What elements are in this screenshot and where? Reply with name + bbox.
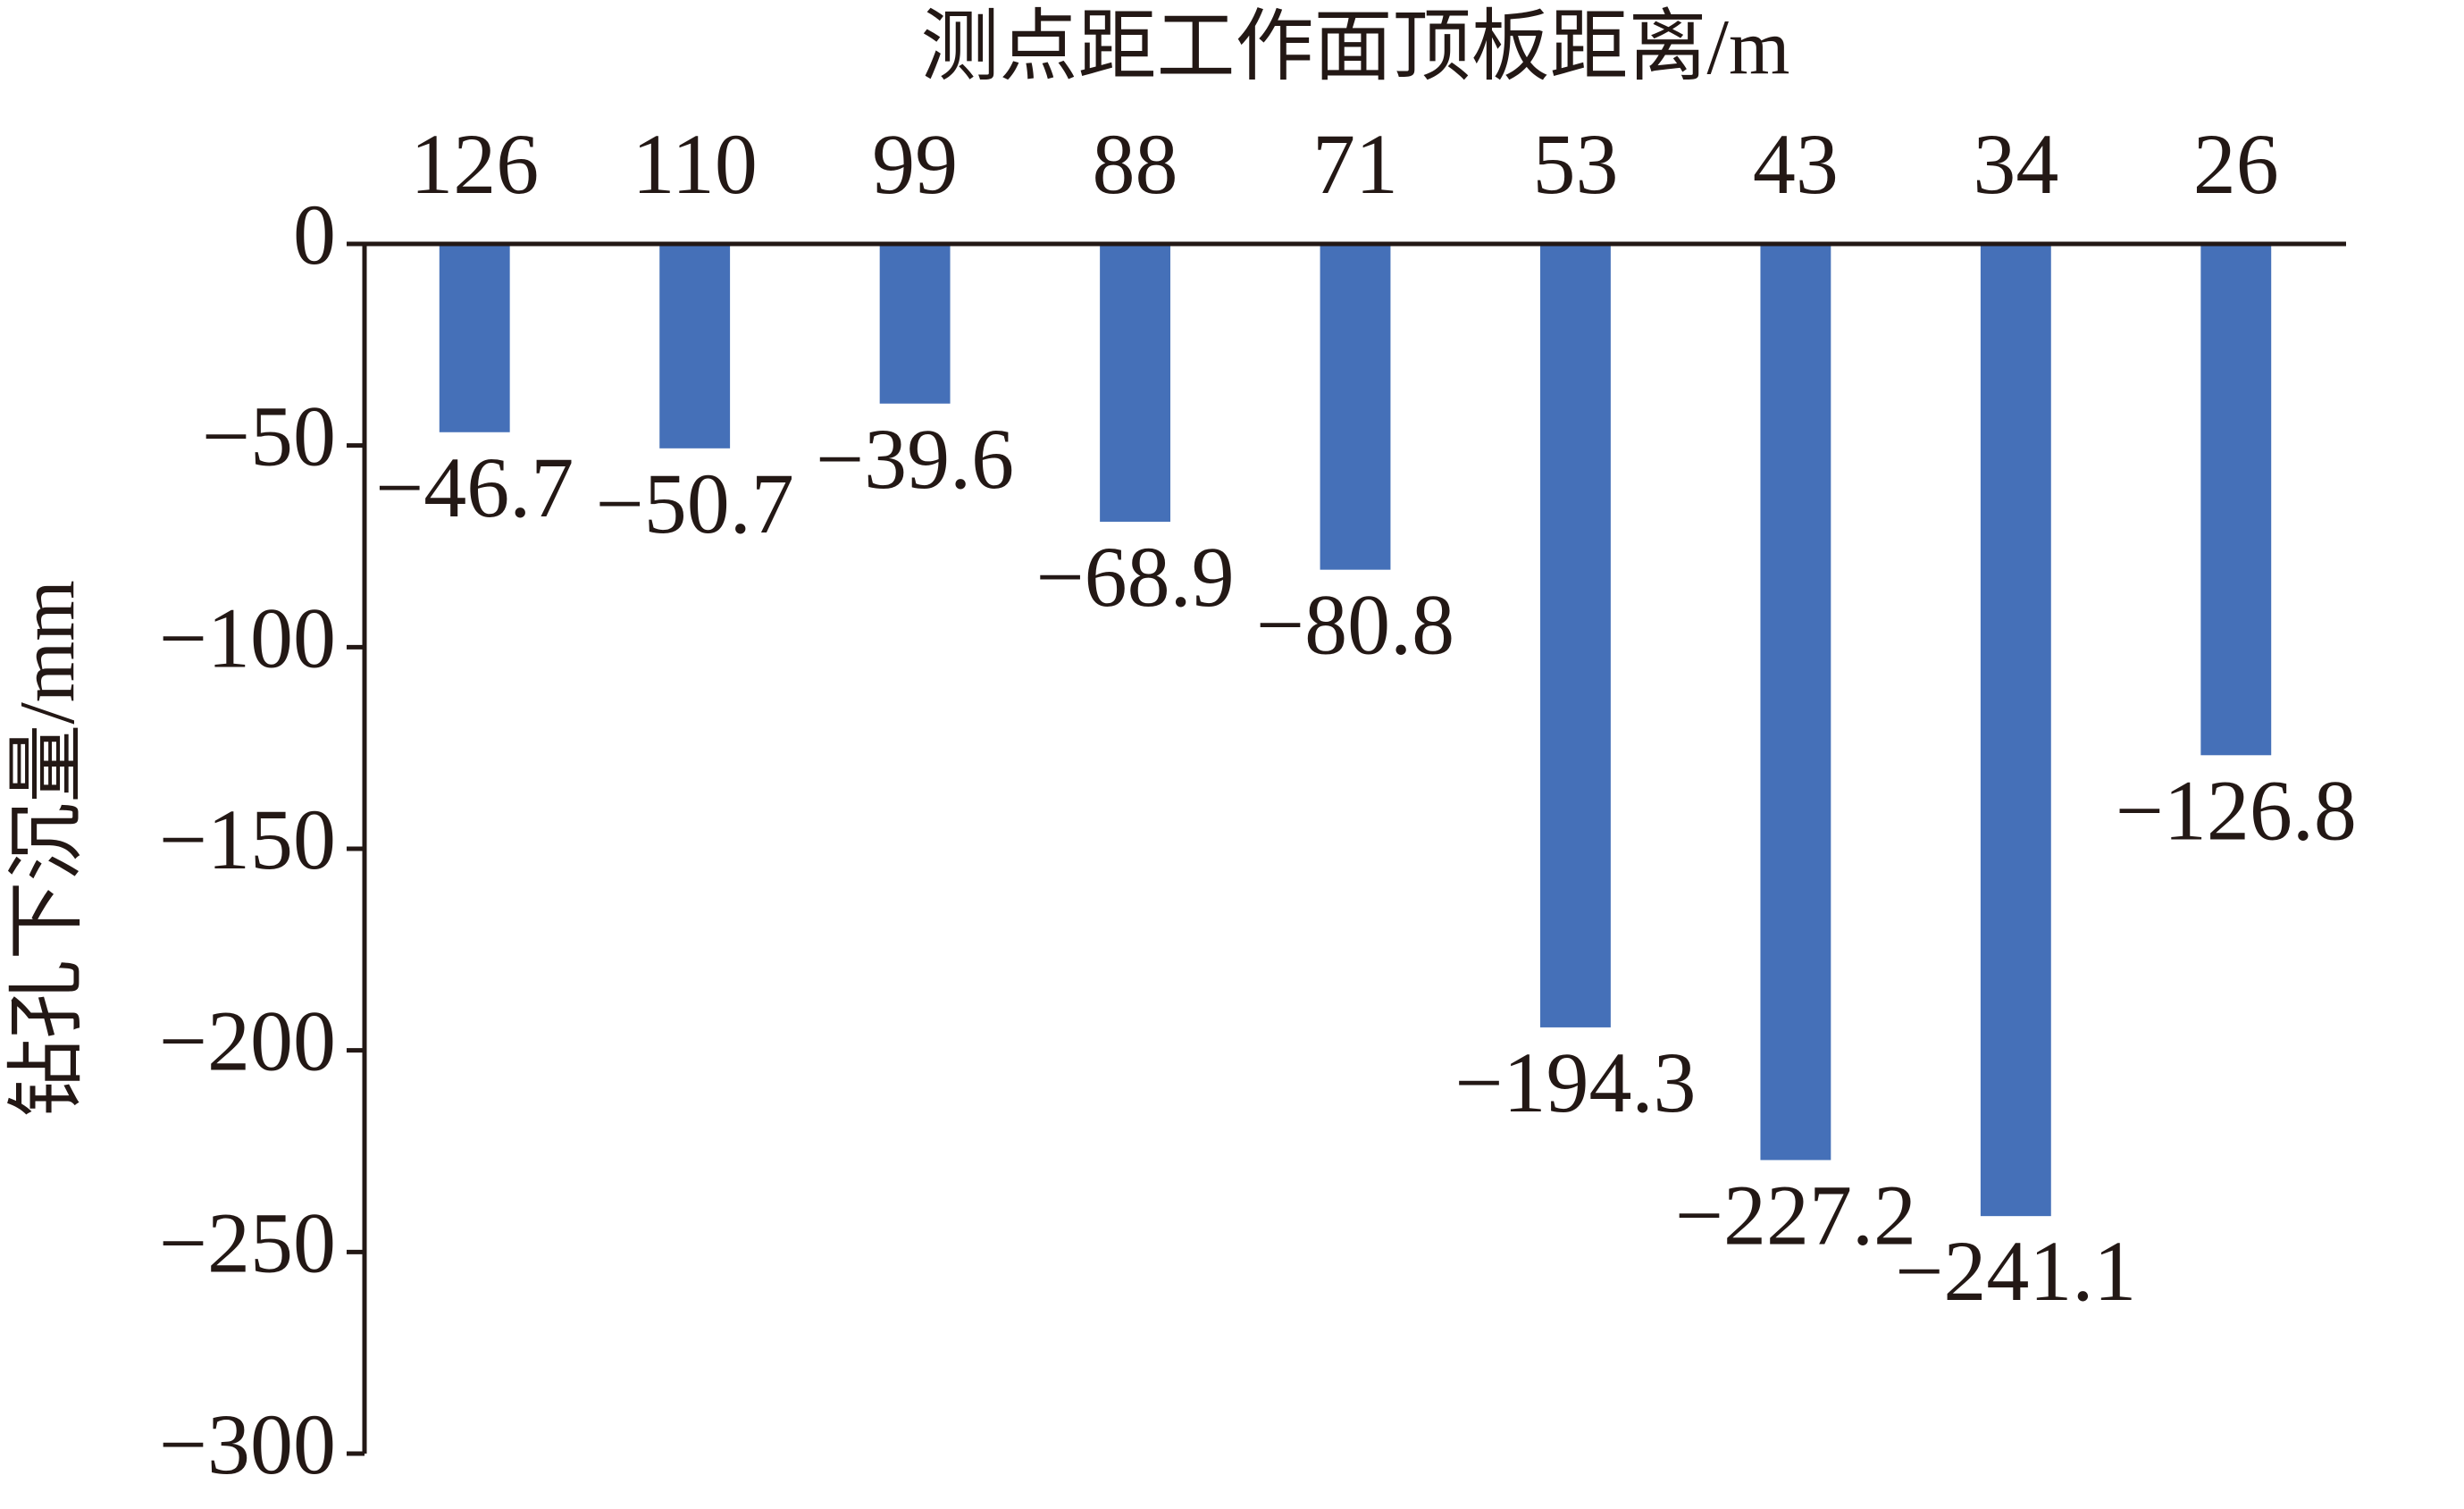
- bar: [659, 244, 731, 449]
- bar: [1540, 244, 1611, 1027]
- x-tick-label: 126: [410, 116, 539, 212]
- y-tick-label: −50: [202, 389, 336, 484]
- y-tick-label: −250: [159, 1195, 336, 1290]
- x-tick-label: 34: [1973, 116, 2058, 212]
- y-tick-label: −200: [159, 993, 336, 1089]
- bar: [1980, 244, 2051, 1217]
- bar: [2200, 244, 2272, 756]
- value-label: −227.2: [1675, 1167, 1916, 1262]
- x-tick-label: 71: [1312, 116, 1398, 212]
- bar: [1320, 244, 1391, 570]
- value-label: −68.9: [1035, 529, 1234, 625]
- value-label: −80.8: [1256, 577, 1454, 673]
- value-label: −46.7: [375, 440, 574, 535]
- bar: [879, 244, 951, 404]
- value-label: −39.6: [816, 411, 1014, 507]
- x-tick-label: 53: [1532, 116, 1618, 212]
- y-tick-label: −100: [159, 590, 336, 685]
- value-label: −241.1: [1895, 1223, 2136, 1319]
- y-tick-label: 0: [293, 187, 336, 282]
- y-tick-label: −150: [159, 792, 336, 887]
- x-tick-label: 26: [2193, 116, 2279, 212]
- x-tick-label: 99: [872, 116, 958, 212]
- value-label: −126.8: [2116, 762, 2357, 858]
- bar: [1760, 244, 1831, 1161]
- value-label: −194.3: [1454, 1035, 1696, 1130]
- bar: [439, 244, 510, 432]
- x-tick-label: 43: [1753, 116, 1839, 212]
- bar: [1100, 244, 1170, 522]
- y-tick-label: −300: [159, 1396, 336, 1492]
- value-label: −50.7: [596, 456, 794, 551]
- x-axis-title: 测点距工作面顶板距离/m: [921, 4, 1790, 91]
- y-axis-title: 钻孔下沉量/mm: [4, 580, 91, 1117]
- x-tick-label: 110: [632, 116, 757, 212]
- x-tick-label: 88: [1093, 116, 1178, 212]
